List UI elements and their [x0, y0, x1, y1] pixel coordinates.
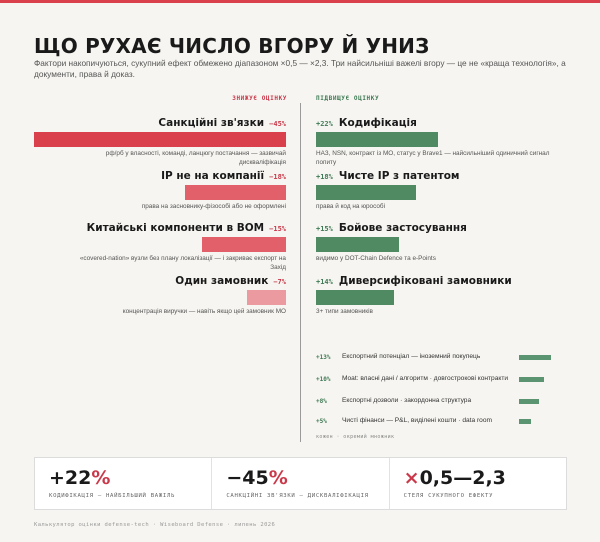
- negative-factor-row: Санкційні зв'язки −45% рф/рб у власності, …: [26, 117, 286, 166]
- factor-name: Кодифікація: [338, 117, 417, 129]
- stat-value: −45: [226, 467, 269, 489]
- factor-name: Чисте IP з патентом: [338, 170, 460, 182]
- factor-name: Бойове застосування: [338, 222, 467, 234]
- factor-name: Диверсифіковані замовники: [338, 275, 512, 287]
- factor-name: Один замовник: [175, 275, 269, 287]
- minor-factor-pct: +10%: [316, 376, 331, 383]
- positive-bar: [316, 185, 416, 200]
- negative-factor-row: Китайські компоненти в BOM −15% «covered-n…: [26, 222, 286, 271]
- factor-head: Один замовник −7%: [26, 275, 286, 287]
- minor-factor-row: +13% Експортний потенціал — іноземний пок…: [316, 353, 556, 362]
- factor-pct: +18%: [316, 173, 333, 181]
- negative-bar: [34, 132, 286, 147]
- factor-pct: −7%: [273, 278, 286, 286]
- footer-credit: Калькулятор оцінки defense-tech · Wisebo…: [34, 522, 276, 528]
- positive-column-label: ПІДВИЩУЄ ОЦІНКУ: [316, 95, 380, 102]
- minor-factor-label: Експортний потенціал — іноземний покупец…: [342, 353, 481, 360]
- factor-pct: −15%: [269, 225, 286, 233]
- factor-desc: 3+ типи замовників: [316, 308, 373, 315]
- minor-factor-row: +5% Чисті фінанси — P&L, виділені кошти ·…: [316, 417, 556, 426]
- stat-value: 0,5—2,3: [419, 467, 506, 489]
- stat-suffix: %: [268, 467, 288, 489]
- factor-pct: −18%: [269, 173, 286, 181]
- minor-factor-bar: [519, 377, 544, 382]
- negative-bar: [202, 237, 286, 252]
- factor-head: +22% Кодифікація: [316, 117, 576, 129]
- minor-factor-pct: +8%: [316, 398, 327, 405]
- stat-caption: СТЕЛЯ СУКУПНОГО ЕФЕКТУ: [403, 493, 494, 499]
- negative-column-label: ЗНИЖУЄ ОЦІНКУ: [232, 95, 287, 102]
- minor-factor-pct: +5%: [316, 418, 327, 425]
- factor-pct: −45%: [269, 120, 286, 128]
- minor-factor-bar: [519, 355, 551, 360]
- stat-prefix: ×: [403, 467, 420, 489]
- positive-factor-row: +15% Бойове застосування видимо у DOT-Chai…: [316, 222, 576, 262]
- stat-ceiling: ×0,5—2,3 СТЕЛЯ СУКУПНОГО ЕФЕКТУ: [390, 458, 566, 509]
- factor-name: Санкційні зв'язки: [158, 117, 265, 129]
- stat-suffix: %: [91, 467, 111, 489]
- factor-name: IP не на компанії: [161, 170, 265, 182]
- factor-desc: концентрація виручки — навіть якщо цей з…: [122, 308, 286, 315]
- positive-factor-row: +18% Чисте IP з патентом права й код на юр…: [316, 170, 576, 210]
- page-title: ЩО РУХАЄ ЧИСЛО ВГОРУ Й УНИЗ: [34, 34, 430, 58]
- factor-head: Китайські компоненти в BOM −15%: [26, 222, 286, 234]
- minor-factor-pct: +13%: [316, 354, 331, 361]
- positive-factor-row: +14% Диверсифіковані замовники 3+ типи зам…: [316, 275, 576, 315]
- negative-bar: [185, 185, 286, 200]
- minor-factor-label: Moat: власні дані / алгоритм · довгостро…: [342, 375, 509, 382]
- factor-pct: +14%: [316, 278, 333, 286]
- minor-factors-note: кожен · окремий множник: [316, 434, 395, 440]
- negative-factor-row: Один замовник −7% концентрація виручки — н…: [26, 275, 286, 315]
- negative-factor-row: IP не на компанії −18% права на засновнику…: [26, 170, 286, 210]
- factor-desc: НАЗ, NSN, контракт із МО, статус у Brave…: [316, 150, 550, 166]
- positive-bar: [316, 290, 394, 305]
- minor-factor-label: Експортні дозволи · закордонна структура: [342, 397, 472, 404]
- factor-desc: рф/рб у власності, команді, ланцюгу пост…: [105, 150, 286, 166]
- positive-bar: [316, 132, 438, 147]
- stat-codification: +22% КОДИФІКАЦІЯ — НАЙБІЛЬШИЙ ВАЖІЛЬ: [35, 458, 213, 509]
- factor-head: Санкційні зв'язки −45%: [26, 117, 286, 129]
- factor-head: +18% Чисте IP з патентом: [316, 170, 576, 182]
- minor-factor-label: Чисті фінанси — P&L, виділені кошти · da…: [342, 417, 493, 424]
- stat-sanctions: −45% САНКЦІЙНІ ЗВ'ЯЗКИ — ДИСКВАЛІФІКАЦІЯ: [212, 458, 390, 509]
- factor-head: IP не на компанії −18%: [26, 170, 286, 182]
- factor-head: +14% Диверсифіковані замовники: [316, 275, 576, 287]
- negative-bar: [246, 290, 286, 305]
- factor-pct: +22%: [316, 120, 333, 128]
- minor-factor-bar: [519, 419, 532, 424]
- center-divider: [300, 103, 301, 442]
- accent-top-line: [0, 0, 600, 3]
- factor-pct: +15%: [316, 225, 333, 233]
- positive-bar: [316, 237, 400, 252]
- minor-factor-row: +10% Moat: власні дані / алгоритм · довго…: [316, 375, 556, 384]
- factor-head: +15% Бойове застосування: [316, 222, 576, 234]
- page-subtitle: Фактори накопичуються, сукупний ефект об…: [34, 58, 566, 79]
- summary-stats: +22% КОДИФІКАЦІЯ — НАЙБІЛЬШИЙ ВАЖІЛЬ −45…: [34, 457, 567, 510]
- factor-desc: видимо у DOT-Chain Defence та e-Points: [316, 255, 436, 262]
- positive-factor-row: +22% Кодифікація НАЗ, NSN, контракт із МО,…: [316, 117, 576, 166]
- minor-factor-bar: [519, 399, 539, 404]
- minor-factor-row: +8% Експортні дозволи · закордонна структ…: [316, 397, 556, 406]
- stat-caption: КОДИФІКАЦІЯ — НАЙБІЛЬШИЙ ВАЖІЛЬ: [49, 493, 176, 499]
- stat-value: +22: [49, 467, 92, 489]
- stat-caption: САНКЦІЙНІ ЗВ'ЯЗКИ — ДИСКВАЛІФІКАЦІЯ: [226, 493, 369, 499]
- factor-desc: «covered-nation» вузли без плану локаліз…: [79, 255, 286, 271]
- factor-desc: права й код на юрособі: [316, 203, 386, 210]
- factor-desc: права на засновнику-фізособі або не офор…: [141, 203, 286, 210]
- factor-name: Китайські компоненти в BOM: [86, 222, 265, 234]
